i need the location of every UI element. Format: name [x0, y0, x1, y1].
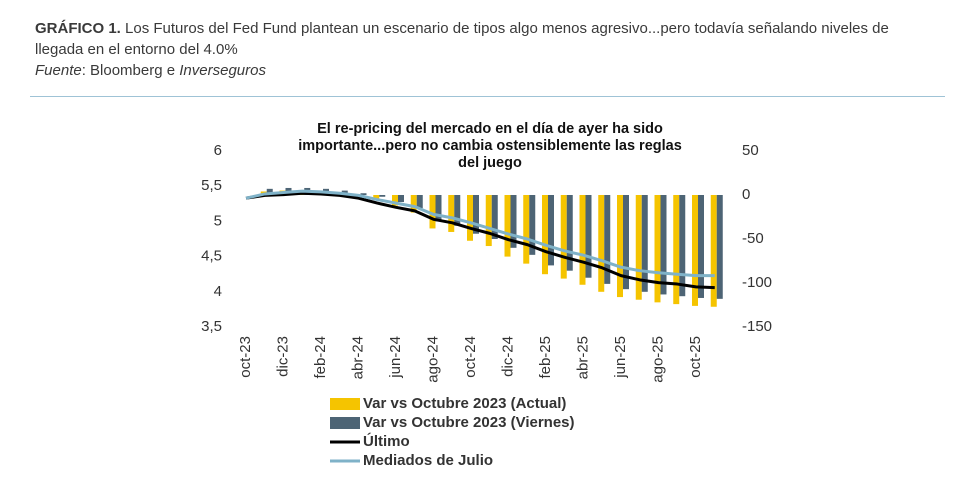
legend-label: Var vs Octubre 2023 (Actual) [363, 395, 566, 412]
chart-title: El re-pricing del mercado en el día de a… [317, 121, 663, 137]
legend-swatch [330, 398, 360, 410]
figure-label: GRÁFICO 1. [35, 20, 121, 37]
bar [548, 195, 554, 266]
bar [266, 188, 273, 195]
y-tick-label: 4 [214, 283, 222, 300]
x-tick-label: feb-25 [537, 336, 554, 379]
bar [398, 195, 404, 203]
bar [660, 195, 667, 295]
chart-title: importante...pero no cambia ostensibleme… [298, 138, 682, 154]
y-tick-label: 5,5 [201, 177, 222, 194]
x-tick-label: oct-24 [462, 336, 479, 378]
bar [641, 195, 648, 292]
x-tick-label: feb-24 [312, 336, 329, 379]
y2-tick-label: 0 [742, 186, 750, 203]
x-tick-label: oct-25 [687, 336, 704, 378]
bar [698, 195, 704, 298]
figure-title: Los Futuros del Fed Fund plantean un esc… [35, 20, 889, 58]
x-tick-label: abr-24 [349, 336, 366, 379]
bar [529, 195, 536, 255]
bar [523, 195, 530, 264]
source-label: Fuente [35, 62, 82, 79]
bar [692, 195, 698, 306]
bar [579, 195, 586, 285]
x-tick-label: abr-25 [574, 336, 591, 379]
y2-tick-label: 50 [742, 142, 759, 159]
bar [467, 195, 473, 241]
bar [454, 195, 461, 226]
line [245, 191, 715, 290]
separator [30, 96, 945, 97]
y-tick-label: 6 [214, 142, 222, 159]
bar [416, 195, 423, 209]
y-tick-label: 5 [214, 212, 222, 229]
line [245, 189, 715, 278]
bar [604, 195, 611, 284]
x-tick-label: dic-24 [499, 336, 516, 377]
bar [635, 195, 642, 300]
bar [373, 195, 380, 200]
bar [673, 195, 680, 305]
chart-title: del juego [458, 155, 522, 171]
source-text: : Bloomberg e [81, 62, 180, 79]
bar [360, 193, 367, 195]
bar [510, 195, 517, 248]
bar [585, 195, 592, 278]
bar [623, 195, 629, 290]
y2-tick-label: -50 [742, 230, 764, 247]
bar [679, 195, 686, 297]
x-tick-label: jun-24 [387, 336, 404, 379]
bar [435, 195, 442, 222]
bar [410, 195, 417, 213]
bar [429, 195, 436, 229]
bar [598, 195, 605, 292]
bar [485, 195, 492, 247]
bar [491, 195, 498, 239]
legend-swatch [330, 417, 360, 429]
bar [560, 195, 567, 279]
bar [654, 195, 661, 303]
y-tick-label: 4,5 [201, 248, 222, 265]
x-tick-label: oct-23 [237, 336, 254, 378]
legend-label: Último [363, 432, 410, 450]
bar [504, 195, 511, 257]
y-tick-label: 3,5 [201, 318, 222, 335]
y2-tick-label: -100 [742, 274, 772, 291]
source-org: Inverseguros [179, 62, 266, 79]
x-tick-label: dic-23 [274, 336, 291, 377]
bar [710, 195, 717, 307]
legend-label: Var vs Octubre 2023 (Viernes) [363, 414, 575, 431]
y2-tick-label: -150 [742, 318, 772, 335]
bar [716, 195, 723, 299]
bar [448, 195, 455, 232]
x-tick-label: ago-24 [424, 336, 441, 383]
bar [379, 195, 386, 197]
bar [566, 195, 573, 271]
bar [542, 195, 548, 275]
bar [473, 195, 479, 234]
legend-label: Mediados de Julio [363, 452, 493, 469]
bar [617, 195, 623, 298]
x-tick-label: jun-25 [612, 336, 629, 379]
x-tick-label: ago-25 [649, 336, 666, 383]
header: GRÁFICO 1. Los Futuros del Fed Fund plan… [35, 18, 925, 81]
bar [392, 195, 398, 206]
